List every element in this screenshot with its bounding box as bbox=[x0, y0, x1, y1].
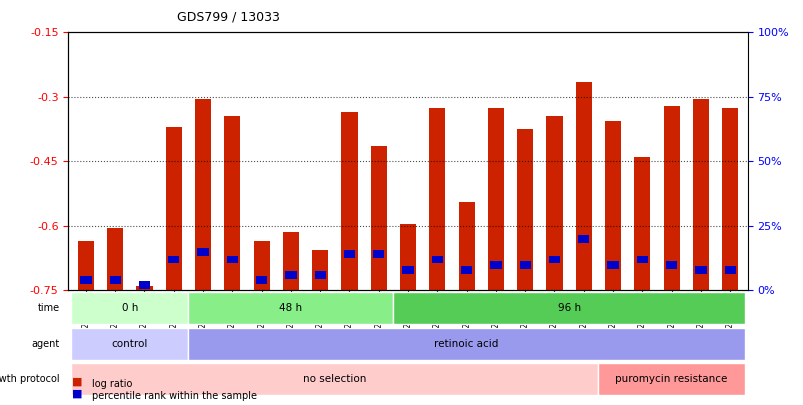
Text: control: control bbox=[112, 339, 148, 349]
Bar bbox=[548, 256, 560, 263]
FancyBboxPatch shape bbox=[71, 292, 188, 324]
Bar bbox=[604, 121, 620, 290]
Bar bbox=[399, 224, 416, 290]
Bar bbox=[80, 276, 92, 284]
Bar bbox=[460, 266, 471, 274]
Bar bbox=[370, 146, 386, 290]
Text: log ratio: log ratio bbox=[92, 379, 132, 389]
Bar bbox=[634, 157, 650, 290]
Bar bbox=[636, 256, 647, 263]
Bar bbox=[226, 256, 238, 263]
Text: growth protocol: growth protocol bbox=[0, 374, 59, 384]
Bar bbox=[78, 241, 94, 290]
FancyBboxPatch shape bbox=[71, 363, 597, 395]
Bar bbox=[458, 202, 474, 290]
Bar bbox=[665, 261, 676, 269]
Bar bbox=[662, 106, 679, 290]
FancyBboxPatch shape bbox=[71, 328, 188, 360]
Bar bbox=[490, 261, 501, 269]
FancyBboxPatch shape bbox=[393, 292, 744, 324]
Bar bbox=[429, 108, 445, 290]
Bar bbox=[168, 256, 179, 263]
Text: 0 h: 0 h bbox=[121, 303, 138, 313]
Text: 48 h: 48 h bbox=[279, 303, 302, 313]
Bar bbox=[109, 276, 120, 284]
Bar bbox=[165, 127, 181, 290]
Text: agent: agent bbox=[31, 339, 59, 349]
FancyBboxPatch shape bbox=[188, 292, 393, 324]
Bar bbox=[519, 261, 530, 269]
Text: GDS799 / 13033: GDS799 / 13033 bbox=[177, 10, 279, 23]
Bar bbox=[341, 112, 357, 290]
Bar bbox=[224, 116, 240, 290]
Bar bbox=[137, 286, 153, 290]
Bar bbox=[695, 266, 706, 274]
Bar bbox=[402, 266, 414, 274]
Bar bbox=[692, 99, 708, 290]
Text: puromycin resistance: puromycin resistance bbox=[614, 374, 727, 384]
Text: no selection: no selection bbox=[303, 374, 366, 384]
Bar bbox=[314, 271, 325, 279]
Bar bbox=[198, 248, 209, 256]
Text: retinoic acid: retinoic acid bbox=[434, 339, 498, 349]
Bar bbox=[107, 228, 123, 290]
Text: 96 h: 96 h bbox=[556, 303, 580, 313]
Bar bbox=[546, 116, 562, 290]
Bar bbox=[575, 82, 591, 290]
Bar bbox=[487, 108, 503, 290]
Text: time: time bbox=[38, 303, 59, 313]
Text: ■: ■ bbox=[72, 389, 83, 399]
Bar bbox=[253, 241, 269, 290]
Bar bbox=[516, 129, 532, 290]
Bar bbox=[577, 235, 589, 243]
Text: percentile rank within the sample: percentile rank within the sample bbox=[92, 391, 257, 401]
Bar bbox=[139, 281, 150, 289]
Bar bbox=[283, 232, 299, 290]
Bar bbox=[606, 261, 618, 269]
Bar bbox=[285, 271, 296, 279]
Bar bbox=[344, 250, 355, 258]
Bar bbox=[431, 256, 442, 263]
FancyBboxPatch shape bbox=[597, 363, 744, 395]
Bar bbox=[255, 276, 267, 284]
Bar bbox=[312, 249, 328, 290]
Bar bbox=[195, 99, 211, 290]
Bar bbox=[373, 250, 384, 258]
Bar bbox=[724, 266, 735, 274]
FancyBboxPatch shape bbox=[188, 328, 744, 360]
Bar bbox=[721, 108, 737, 290]
Text: ■: ■ bbox=[72, 377, 83, 387]
